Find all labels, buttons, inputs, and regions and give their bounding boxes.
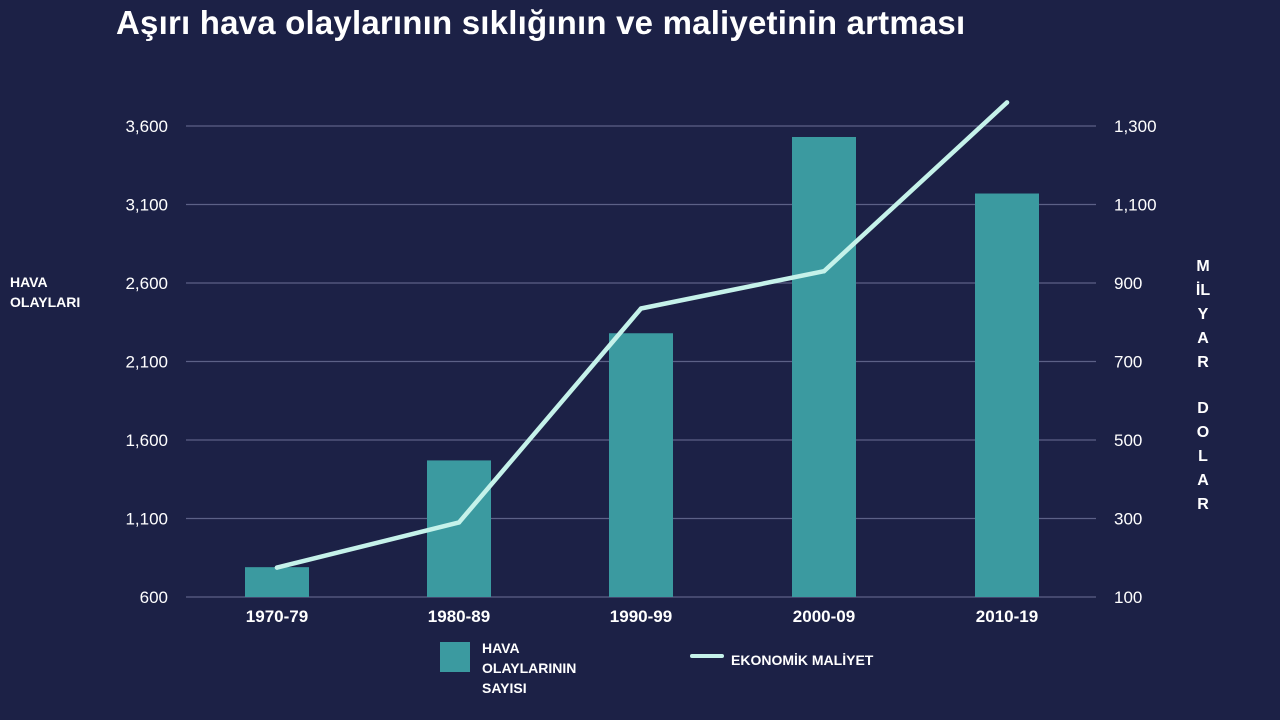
right-tick-label: 900 <box>1114 274 1142 293</box>
right-tick-label: 700 <box>1114 353 1142 372</box>
legend-bar-label-line: OLAYLARININ <box>482 660 577 676</box>
legend-bar-label-line: HAVA <box>482 640 520 656</box>
cost-line-point <box>1004 100 1010 105</box>
bar <box>609 333 673 597</box>
left-tick-label: 600 <box>140 588 168 607</box>
right-axis-letter: O <box>1196 424 1210 441</box>
legend-bar-label: HAVA OLAYLARININ SAYISI <box>482 638 576 698</box>
bar <box>975 193 1039 597</box>
right-tick-label: 1,100 <box>1114 196 1157 215</box>
chart-title: Aşırı hava olaylarının sıklığının ve mal… <box>116 4 966 41</box>
legend-bar-label-line: SAYISI <box>482 680 527 696</box>
right-axis-letter: R <box>1197 496 1209 513</box>
right-axis-letter: Y <box>1197 306 1209 323</box>
category-label: 2000-09 <box>793 607 855 626</box>
left-tick-label: 3,600 <box>125 117 168 136</box>
category-label: 1970-79 <box>246 607 308 626</box>
left-axis-label: HAVA OLAYLARI <box>10 272 80 312</box>
left-tick-label: 1,600 <box>125 431 168 450</box>
legend-line-label: EKONOMİK MALİYET <box>731 652 874 668</box>
legend-line-swatch <box>690 654 724 658</box>
left-tick-label: 2,100 <box>125 353 168 372</box>
right-axis-letter: M <box>1196 258 1210 275</box>
left-tick-label: 3,100 <box>125 196 168 215</box>
legend-bar-swatch <box>440 642 470 672</box>
cost-line-point <box>638 306 644 311</box>
right-tick-label: 300 <box>1114 510 1142 529</box>
category-label: 1990-99 <box>610 607 672 626</box>
left-tick-label: 2,600 <box>125 274 168 293</box>
left-axis-label-line-2: OLAYLARI <box>10 294 81 310</box>
left-axis-label-line-1: HAVA <box>10 274 48 290</box>
category-label: 2010-19 <box>976 607 1038 626</box>
cost-line-point <box>821 269 827 274</box>
right-axis-letter: A <box>1197 472 1209 489</box>
cost-line-point <box>456 520 462 525</box>
bar <box>792 136 856 598</box>
right-tick-label: 500 <box>1114 431 1142 450</box>
category-label: 1980-89 <box>428 607 490 626</box>
right-tick-label: 1,300 <box>1114 117 1157 136</box>
cost-line-point <box>274 565 280 570</box>
left-tick-label: 1,100 <box>125 510 168 529</box>
right-tick-label: 100 <box>1114 588 1142 607</box>
right-axis-letter: İL <box>1195 282 1211 299</box>
right-axis-letter: D <box>1197 400 1209 417</box>
right-axis-letter: L <box>1198 448 1208 465</box>
right-axis-label: M İL Y A R D O L A R <box>1188 255 1218 517</box>
right-axis-letter: A <box>1197 330 1209 347</box>
right-axis-letter: R <box>1197 354 1209 371</box>
bar <box>245 567 309 597</box>
